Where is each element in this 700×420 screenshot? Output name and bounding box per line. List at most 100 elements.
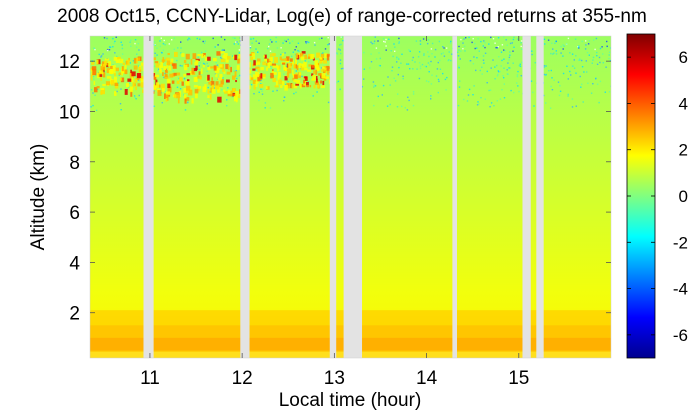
speckle-dot [560, 45, 562, 48]
colorbar-tick-label: 2 [679, 141, 688, 160]
cloud-patch [303, 61, 306, 65]
speckle-dot [161, 52, 163, 54]
speckle-dot [156, 54, 158, 56]
speckle-dot [95, 109, 98, 112]
speckle-dot [508, 56, 511, 59]
speckle-dot [103, 37, 106, 39]
speckle-dot [557, 81, 560, 83]
cloud-patch [307, 56, 311, 59]
speckle-dot [460, 38, 462, 41]
speckle-dot [567, 78, 569, 80]
cloud-patch [227, 65, 230, 71]
cloud-patch [315, 69, 318, 75]
speckle-dot [373, 42, 375, 45]
speckle-dot [518, 90, 520, 93]
cloud-patch [238, 54, 242, 59]
speckle-dot [404, 107, 406, 109]
cloud-patch [300, 56, 305, 61]
cloud-patch [199, 76, 202, 80]
cloud-patch [286, 56, 290, 61]
speckle-dot [314, 44, 316, 46]
speckle-dot [608, 54, 610, 56]
cloud-patch [156, 82, 159, 89]
speckle-dot [551, 89, 554, 91]
cloud-patch [237, 58, 240, 64]
speckle-dot [448, 51, 450, 53]
speckle-dot [460, 50, 462, 52]
cloud-patch [260, 66, 264, 71]
cloud-patch [100, 76, 102, 81]
cloud-patch [112, 65, 116, 69]
speckle-dot [609, 59, 611, 62]
speckle-dot [338, 48, 340, 50]
speckle-dot [596, 63, 599, 65]
speckle-dot [339, 59, 342, 61]
speckle-dot [163, 76, 165, 79]
speckle-dot [497, 73, 499, 76]
speckle-dot [472, 63, 475, 65]
speckle-dot [608, 51, 611, 53]
speckle-dot [339, 62, 342, 65]
speckle-dot [430, 83, 433, 85]
speckle-dot [100, 56, 102, 58]
speckle-dot [272, 90, 274, 92]
cloud-patch [220, 58, 226, 63]
speckle-dot [316, 91, 318, 93]
speckle-dot [484, 98, 486, 100]
speckle-dot [130, 45, 132, 47]
speckle-dot [424, 65, 426, 67]
speckle-dot [276, 89, 278, 92]
speckle-dot [235, 41, 237, 43]
cloud-patch [124, 89, 128, 95]
cloud-patch [168, 65, 172, 71]
cloud-patch [120, 77, 125, 83]
speckle-dot [390, 50, 392, 52]
speckle-dot [562, 72, 565, 75]
cloud-patch [257, 58, 261, 63]
cloud-patch [317, 82, 320, 88]
cloud-patch [121, 66, 124, 72]
speckle-dot [173, 48, 175, 50]
speckle-dot [396, 61, 398, 63]
cloud-patch [161, 83, 165, 90]
cloud-patch [219, 83, 223, 88]
speckle-dot [92, 75, 95, 78]
speckle-dot [580, 86, 582, 88]
cloud-patch [284, 58, 287, 61]
speckle-dot [516, 82, 518, 84]
speckle-dot [221, 89, 223, 91]
speckle-dot [417, 56, 420, 58]
speckle-dot [458, 86, 461, 88]
speckle-dot [109, 46, 112, 48]
speckle-dot [430, 60, 432, 63]
x-tick-label: 11 [140, 368, 160, 389]
speckle-dot [575, 55, 577, 57]
speckle-dot [308, 61, 310, 63]
cloud-patch [202, 64, 205, 68]
cloud-patch [200, 68, 203, 74]
speckle-dot [312, 95, 314, 97]
speckle-dot [602, 62, 604, 64]
cloud-patch [194, 61, 198, 66]
speckle-dot [604, 91, 606, 93]
cloud-patch [190, 59, 193, 65]
cloud-patch [290, 63, 293, 67]
speckle-dot [543, 65, 546, 67]
speckle-dot [480, 97, 482, 99]
speckle-dot [217, 44, 219, 46]
speckle-dot [206, 70, 208, 72]
speckle-dot [593, 39, 595, 41]
cloud-patch [183, 73, 186, 77]
speckle-dot [521, 61, 523, 64]
speckle-dot [474, 47, 476, 50]
cloud-patch [322, 80, 325, 86]
cloud-patch [312, 74, 316, 81]
speckle-dot [327, 101, 330, 104]
speckle-dot [157, 70, 159, 72]
speckle-dot [249, 47, 252, 49]
speckle-dot [571, 53, 574, 55]
cloud-patch [183, 64, 188, 71]
cloud-patch [224, 91, 228, 94]
speckle-dot [550, 52, 552, 55]
speckle-dot [236, 77, 238, 80]
